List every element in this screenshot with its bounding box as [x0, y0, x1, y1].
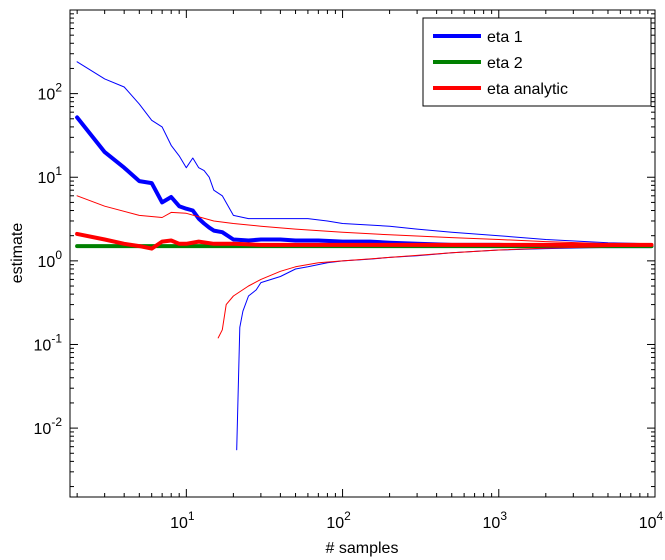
x-axis-label: # samples — [326, 540, 399, 557]
y-tick-label: 10-1 — [34, 331, 63, 354]
x-tick-label: 103 — [483, 509, 508, 532]
x-tick-label: 101 — [170, 509, 195, 532]
series-line-eta-1-upper-bound — [76, 61, 652, 245]
y-axis-label: estimate — [9, 223, 26, 284]
y-tick-label: 100 — [38, 248, 63, 271]
x-tick-label: 102 — [326, 509, 351, 532]
y-tick-label: 10-2 — [34, 415, 63, 438]
y-tick-label: 101 — [38, 164, 63, 187]
ticks-layer: 101 102 103 104 10-2 10-1 100 101 102 — [34, 10, 664, 532]
series-layer — [75, 61, 654, 451]
series-line-eta-analytic-upper-bound — [76, 195, 652, 245]
series-line-eta-analytic-lower-bound — [217, 245, 652, 339]
x-tick-label: 104 — [639, 509, 664, 532]
legend-label: eta analytic — [487, 81, 568, 98]
y-tick-label: 102 — [38, 81, 63, 104]
series-line-eta-1-estimate — [75, 115, 654, 249]
plot-frame — [69, 9, 656, 498]
legend: eta 1 eta 2 eta analytic — [422, 17, 652, 107]
series-line-eta-analytic-estimate — [75, 231, 654, 251]
legend-label: eta 2 — [487, 55, 523, 72]
legend-label: eta 1 — [487, 29, 523, 46]
series-line-eta-1-lower-bound — [236, 245, 652, 451]
